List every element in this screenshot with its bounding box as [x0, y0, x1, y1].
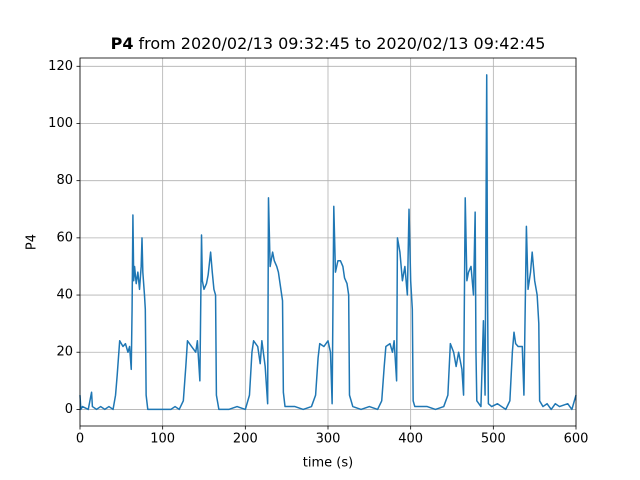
y-tick-label: 60	[56, 230, 73, 245]
x-tick-label: 200	[233, 432, 258, 447]
y-tick-label: 40	[56, 288, 73, 303]
y-tick-label: 120	[48, 59, 73, 74]
x-tick-label: 500	[481, 432, 506, 447]
x-tick-label: 100	[150, 432, 175, 447]
y-tick-label: 80	[56, 173, 73, 188]
y-tick-label: 0	[65, 402, 73, 417]
chart-title-group: P4 from 2020/02/13 09:32:45 to 2020/02/13…	[111, 34, 546, 53]
x-tick-label: 400	[398, 432, 423, 447]
x-tick-label: 0	[76, 432, 84, 447]
y-axis-label: P4	[25, 234, 40, 250]
x-tick-label: 600	[564, 432, 589, 447]
y-tick-label: 20	[56, 345, 73, 360]
chart-title-name: P4	[111, 34, 134, 53]
plot-frame	[79, 57, 577, 427]
data-line	[79, 74, 577, 411]
x-axis-label: time (s)	[303, 456, 353, 471]
chart-title: from 2020/02/13 09:32:45 to 2020/02/13 0…	[138, 34, 545, 53]
y-tick-label: 100	[48, 116, 73, 131]
x-tick-label: 300	[316, 432, 341, 447]
